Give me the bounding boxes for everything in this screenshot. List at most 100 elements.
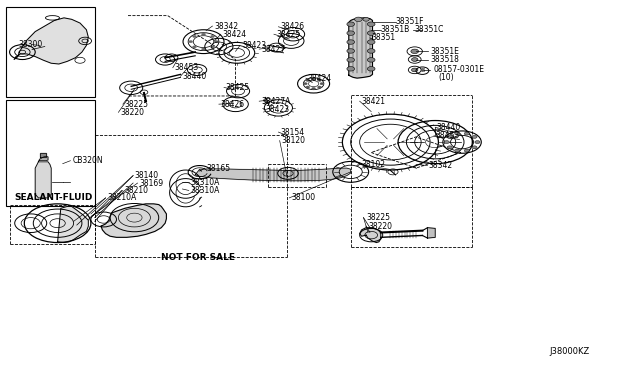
Circle shape xyxy=(312,78,316,80)
Circle shape xyxy=(189,41,193,43)
Circle shape xyxy=(306,86,310,88)
Polygon shape xyxy=(14,18,88,64)
Text: 38220: 38220 xyxy=(120,108,145,117)
Bar xyxy=(6,7,95,97)
Text: 38351C: 38351C xyxy=(415,25,444,34)
Circle shape xyxy=(317,86,321,88)
Polygon shape xyxy=(58,206,88,243)
Circle shape xyxy=(455,132,460,135)
Circle shape xyxy=(475,141,480,144)
Circle shape xyxy=(367,67,375,71)
Circle shape xyxy=(455,149,460,152)
Circle shape xyxy=(444,141,449,144)
Text: 38100: 38100 xyxy=(291,193,316,202)
Polygon shape xyxy=(349,18,372,78)
Circle shape xyxy=(472,135,477,138)
Text: 38421: 38421 xyxy=(362,97,385,106)
Circle shape xyxy=(211,35,214,38)
Circle shape xyxy=(464,132,469,135)
Text: CB320N: CB320N xyxy=(72,156,103,165)
Polygon shape xyxy=(101,204,166,237)
Circle shape xyxy=(472,146,477,149)
Text: NOT FOR SALE: NOT FOR SALE xyxy=(161,253,236,262)
Circle shape xyxy=(211,46,214,48)
Text: 38225: 38225 xyxy=(125,100,149,109)
Text: 38453: 38453 xyxy=(174,63,198,72)
Text: 38423: 38423 xyxy=(266,105,290,114)
Text: 38423: 38423 xyxy=(242,41,266,50)
Text: 38424: 38424 xyxy=(307,74,332,83)
Text: 38120: 38120 xyxy=(282,136,306,145)
Circle shape xyxy=(367,49,375,53)
Circle shape xyxy=(193,46,196,48)
Circle shape xyxy=(202,33,205,35)
Circle shape xyxy=(355,17,362,22)
Circle shape xyxy=(347,40,355,44)
Circle shape xyxy=(347,22,355,26)
Circle shape xyxy=(214,41,218,43)
Text: 38342: 38342 xyxy=(429,161,453,170)
Circle shape xyxy=(412,58,418,61)
Circle shape xyxy=(411,49,419,54)
Text: 38225: 38225 xyxy=(366,213,390,222)
Circle shape xyxy=(193,35,196,38)
Polygon shape xyxy=(360,228,381,243)
Text: 38351E: 38351E xyxy=(430,47,459,56)
Text: 38453: 38453 xyxy=(435,131,460,140)
Circle shape xyxy=(367,22,375,26)
Text: 38425: 38425 xyxy=(276,30,301,39)
Circle shape xyxy=(367,58,375,62)
Text: 38440: 38440 xyxy=(436,123,461,132)
Text: 38351F: 38351F xyxy=(396,17,424,26)
Text: 38351B: 38351B xyxy=(381,25,410,34)
Text: 38310A: 38310A xyxy=(191,178,220,187)
Text: 38210A: 38210A xyxy=(108,193,137,202)
Circle shape xyxy=(320,83,324,85)
Text: B: B xyxy=(420,68,424,73)
Text: 38426: 38426 xyxy=(280,22,305,31)
Text: 38425: 38425 xyxy=(225,83,250,92)
Polygon shape xyxy=(35,162,51,198)
Circle shape xyxy=(347,67,355,71)
Circle shape xyxy=(306,79,310,81)
Polygon shape xyxy=(40,153,46,157)
Polygon shape xyxy=(38,156,48,162)
Text: 38426: 38426 xyxy=(221,100,245,109)
Text: 383518: 383518 xyxy=(430,55,459,64)
Circle shape xyxy=(312,87,316,90)
Text: 38427: 38427 xyxy=(261,45,285,54)
Text: 38342: 38342 xyxy=(214,22,239,31)
Polygon shape xyxy=(428,228,435,238)
Circle shape xyxy=(447,135,452,138)
Text: 38165: 38165 xyxy=(206,164,230,173)
Text: 38210: 38210 xyxy=(125,186,149,195)
Bar xyxy=(6,100,95,206)
Circle shape xyxy=(303,83,307,85)
Circle shape xyxy=(412,68,418,72)
Circle shape xyxy=(464,149,469,152)
Circle shape xyxy=(347,58,355,62)
Circle shape xyxy=(202,48,205,50)
Circle shape xyxy=(363,17,369,21)
Text: 38351: 38351 xyxy=(371,33,396,42)
Text: 38102: 38102 xyxy=(362,160,385,169)
Circle shape xyxy=(447,146,452,149)
Text: 38427A: 38427A xyxy=(261,97,291,106)
Text: 38424: 38424 xyxy=(223,30,247,39)
Text: (10): (10) xyxy=(438,73,454,82)
Text: SEALANT-FLUID: SEALANT-FLUID xyxy=(14,193,92,202)
Circle shape xyxy=(367,31,375,35)
Text: 38220: 38220 xyxy=(368,222,392,231)
Circle shape xyxy=(347,49,355,53)
Text: 08157-0301E: 08157-0301E xyxy=(434,65,485,74)
Text: 38440: 38440 xyxy=(182,72,207,81)
Text: 38310A: 38310A xyxy=(191,186,220,195)
Text: 38154: 38154 xyxy=(280,128,305,137)
Text: 38300: 38300 xyxy=(18,40,42,49)
Text: J38000KZ: J38000KZ xyxy=(549,347,589,356)
Text: 38140: 38140 xyxy=(134,171,159,180)
Text: 38169: 38169 xyxy=(140,179,164,187)
Circle shape xyxy=(317,79,321,81)
Polygon shape xyxy=(195,168,351,181)
Circle shape xyxy=(347,31,355,35)
